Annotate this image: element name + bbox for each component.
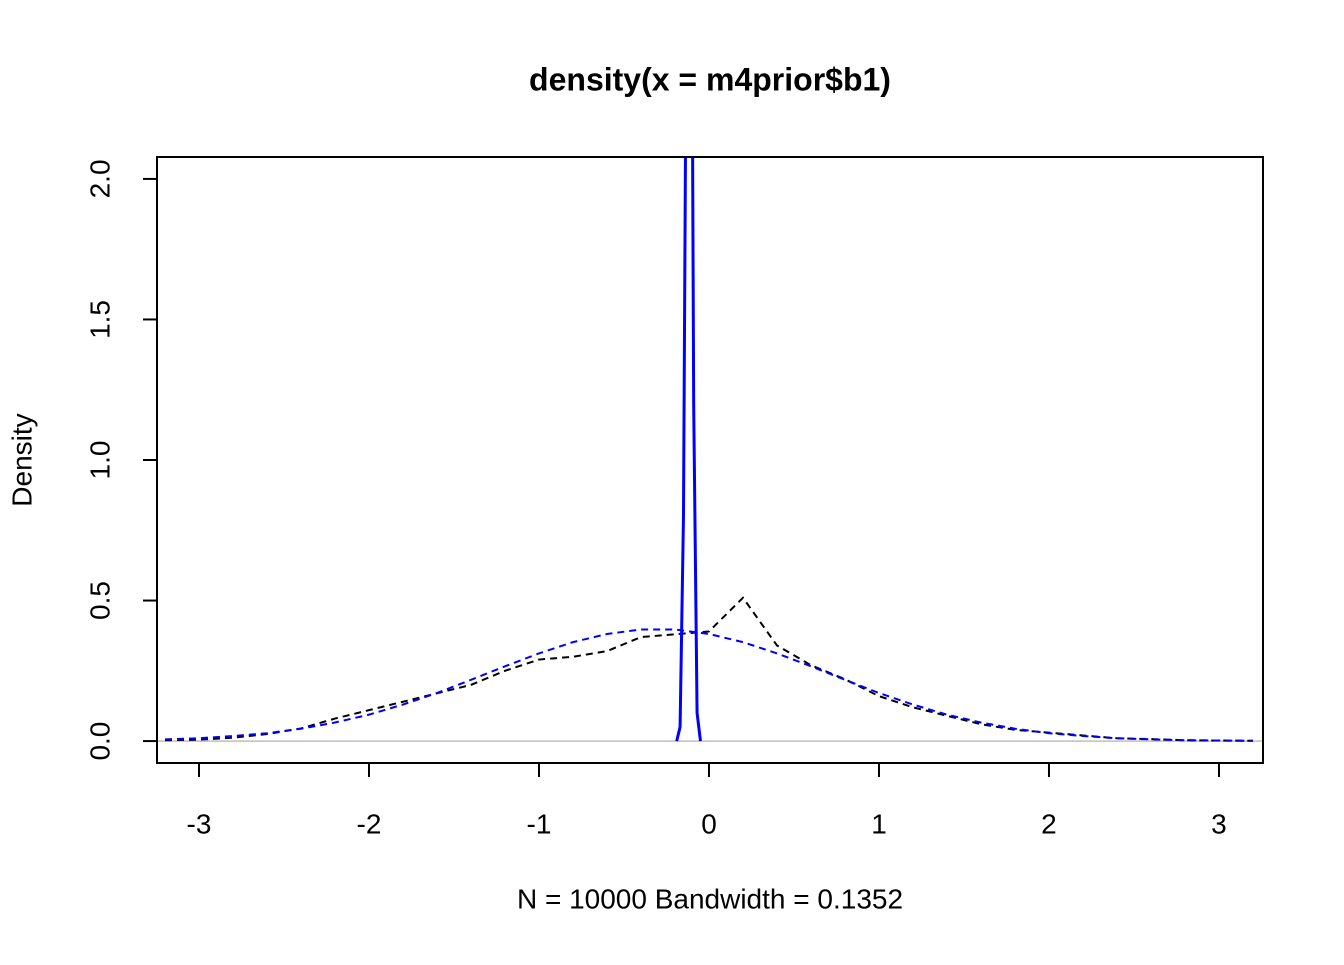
plot-area xyxy=(157,157,1263,742)
x-axis-label: N = 10000 Bandwidth = 0.1352 xyxy=(517,883,903,914)
y-tick-label: 0.0 xyxy=(84,722,115,761)
x-tick-label: -1 xyxy=(527,808,552,839)
density-line xyxy=(164,596,1253,742)
density-line xyxy=(164,628,1253,742)
x-tick-label: -2 xyxy=(357,808,382,839)
x-tick-label: 2 xyxy=(1041,808,1057,839)
y-tick-label: 2.0 xyxy=(84,159,115,198)
y-tick-label: 1.0 xyxy=(84,441,115,480)
density-line xyxy=(675,157,702,742)
y-tick-label: 1.5 xyxy=(84,300,115,339)
y-axis-label: Density xyxy=(6,413,37,506)
x-tick-label: 1 xyxy=(871,808,887,839)
x-tick-label: -3 xyxy=(187,808,212,839)
x-tick-label: 3 xyxy=(1211,808,1227,839)
chart-title: density(x = m4prior$b1) xyxy=(529,61,891,97)
plot-frame xyxy=(156,156,1264,764)
x-tick-label: 0 xyxy=(701,808,717,839)
y-tick-label: 0.5 xyxy=(84,581,115,620)
